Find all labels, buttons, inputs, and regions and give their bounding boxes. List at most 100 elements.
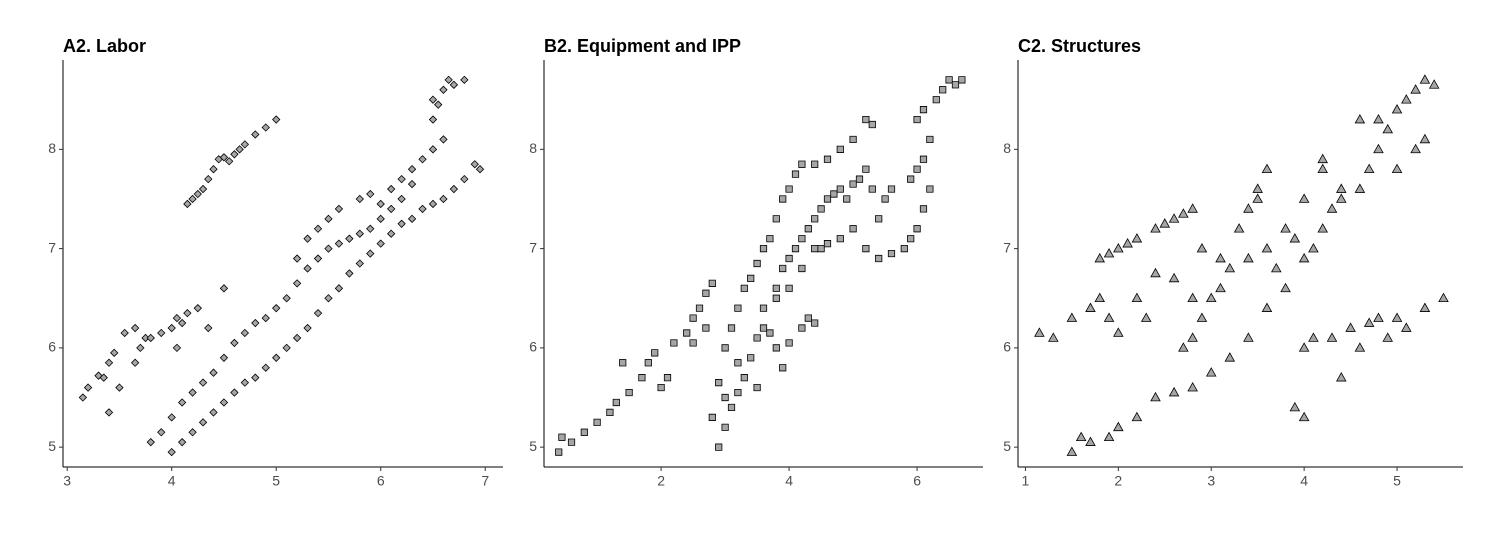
point: [798, 160, 806, 168]
point: [945, 76, 953, 84]
point: [740, 284, 748, 292]
point: [747, 354, 755, 362]
point: [1187, 292, 1198, 303]
point: [919, 155, 928, 163]
point: [157, 428, 166, 437]
point: [900, 245, 908, 253]
panel-title: C2. Structures: [1018, 36, 1141, 56]
point: [251, 130, 260, 139]
point: [811, 319, 819, 327]
point: [958, 76, 966, 84]
point: [272, 115, 281, 124]
x-tick-label: 2: [1114, 473, 1122, 489]
point: [1363, 317, 1375, 327]
point: [862, 165, 870, 173]
point: [881, 195, 889, 203]
point: [593, 418, 601, 426]
point: [753, 334, 761, 342]
point: [1243, 332, 1254, 342]
point: [817, 205, 825, 213]
point: [334, 284, 344, 293]
point: [209, 165, 218, 174]
y-tick-label: 5: [48, 438, 56, 454]
point: [366, 224, 375, 233]
point: [428, 95, 438, 104]
point: [1363, 163, 1375, 173]
x-tick-label: 4: [785, 473, 793, 489]
y-tick-label: 6: [1003, 339, 1011, 355]
point: [644, 359, 652, 367]
point: [1261, 242, 1273, 253]
point: [470, 160, 479, 169]
point: [1261, 163, 1273, 173]
point: [740, 374, 748, 382]
y-tick-label: 8: [1003, 140, 1011, 156]
point: [1224, 262, 1236, 273]
point: [1326, 203, 1338, 213]
point: [397, 174, 406, 184]
point: [683, 329, 691, 337]
point: [1336, 372, 1347, 382]
point: [772, 215, 780, 223]
point: [913, 115, 921, 124]
point: [387, 229, 396, 238]
point: [1336, 193, 1347, 203]
point: [177, 318, 187, 328]
point: [261, 363, 270, 372]
point: [772, 284, 780, 292]
point: [188, 194, 197, 204]
point: [567, 438, 576, 446]
point: [734, 304, 742, 312]
point: [219, 153, 229, 162]
point: [439, 194, 448, 204]
point: [1224, 352, 1236, 362]
point: [292, 254, 302, 263]
point: [1261, 302, 1273, 312]
point: [230, 150, 239, 159]
point: [240, 378, 250, 387]
point: [791, 170, 800, 178]
x-tick-label: 6: [377, 473, 385, 489]
point: [702, 289, 710, 297]
x-tick-label: 2: [657, 473, 665, 489]
y-tick-label: 5: [529, 438, 537, 454]
point: [785, 185, 793, 193]
point: [1187, 381, 1198, 392]
point: [555, 448, 563, 456]
point: [1280, 223, 1291, 233]
point: [1252, 193, 1263, 203]
point: [849, 135, 857, 144]
point: [836, 235, 844, 243]
point: [1113, 242, 1124, 253]
point: [663, 374, 672, 382]
point: [444, 75, 453, 85]
point: [1103, 312, 1115, 322]
point: [1308, 242, 1319, 253]
x-tick-label: 3: [1207, 473, 1215, 489]
point: [324, 294, 333, 303]
point: [130, 323, 140, 333]
point: [1034, 327, 1045, 337]
point: [1103, 431, 1115, 442]
point: [1391, 312, 1403, 322]
point: [219, 353, 229, 362]
panel-title: A2. Labor: [63, 36, 146, 56]
y-tick-label: 8: [529, 140, 537, 156]
point: [1196, 312, 1208, 322]
point: [798, 324, 806, 332]
point: [811, 215, 819, 223]
point: [868, 120, 876, 129]
point: [198, 184, 208, 194]
point: [1103, 247, 1115, 258]
point: [272, 304, 281, 313]
point: [1401, 94, 1412, 104]
point: [198, 418, 208, 427]
point: [439, 85, 448, 94]
point: [1168, 213, 1180, 223]
point: [1419, 302, 1431, 312]
point: [887, 185, 896, 193]
point: [104, 408, 114, 417]
point: [1345, 322, 1356, 332]
point: [612, 398, 620, 407]
